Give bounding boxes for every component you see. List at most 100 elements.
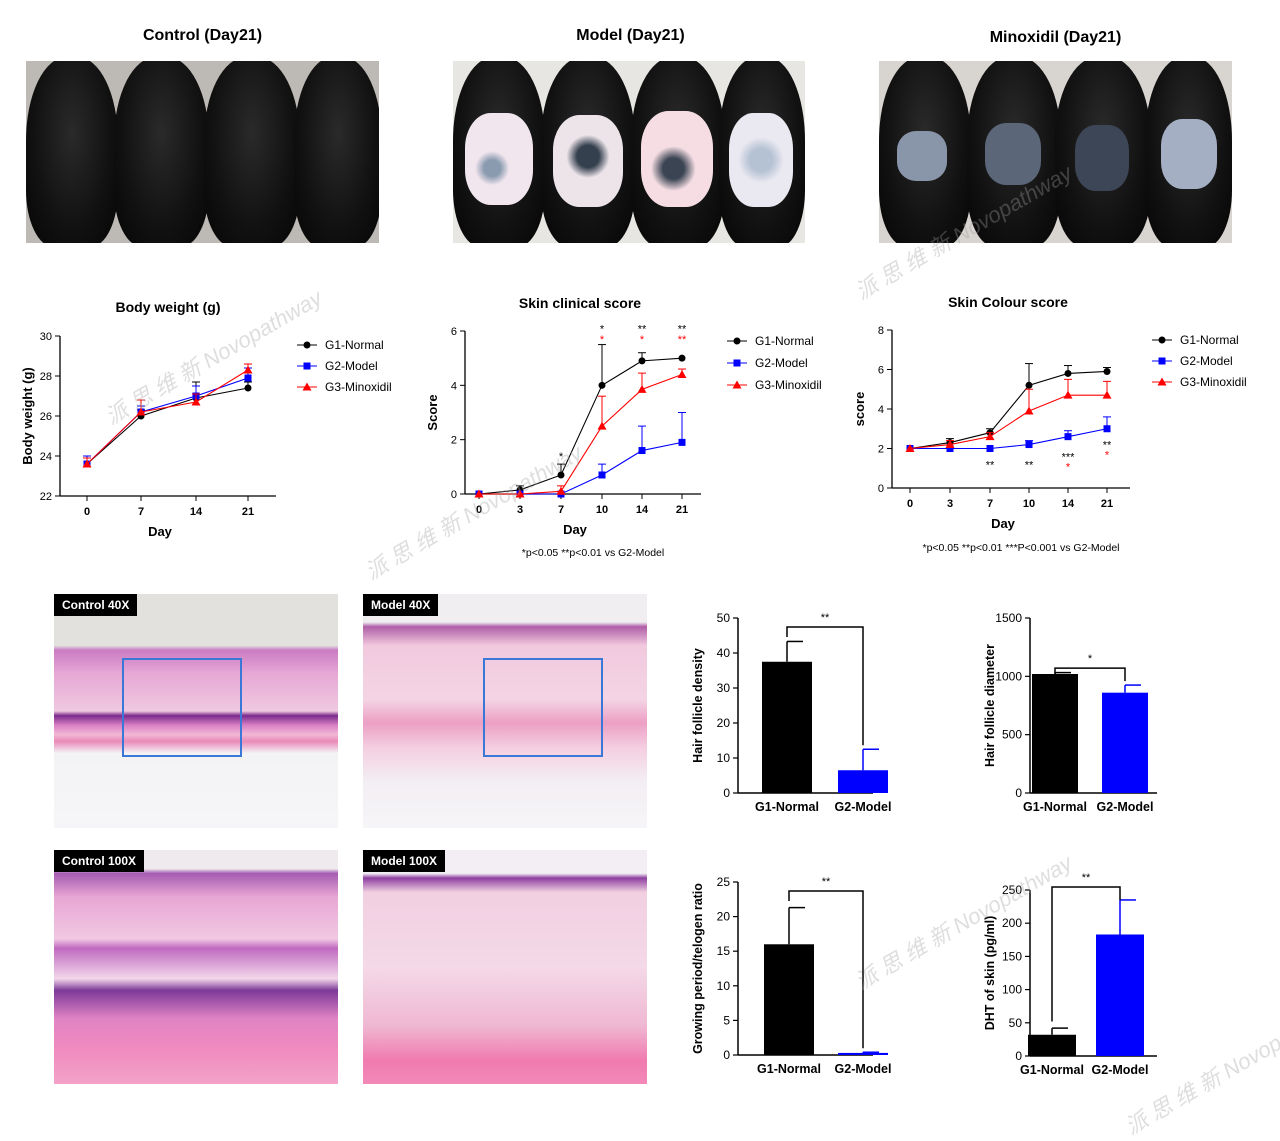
significance-mark: ** [1025, 459, 1034, 471]
histology-model-40x: Model 40X [363, 594, 647, 828]
chart-skin-clinical-score: Skin clinical score 0 2 4 6 0 3 7 10 14 21 Day Score… [425, 295, 822, 559]
legend-label: G1-Normal [325, 338, 384, 352]
data-point [677, 369, 687, 378]
legend-marker [303, 341, 311, 349]
x-tick-label: 14 [636, 504, 649, 516]
chart-hair-follicle-density: 0 10 20 30 40 50 Hair follicle density G1-Norma… [691, 611, 892, 814]
chart-growing-telogen-ratio: 0 5 10 15 20 25 Growing period/telogen ratio G1… [691, 875, 892, 1076]
y-tick-label: 20 [717, 910, 731, 924]
y-tick-label: 50 [1009, 1016, 1023, 1030]
x-tick-label: 7 [138, 506, 144, 518]
x-axis-label: Day [991, 516, 1016, 531]
legend-marker [733, 337, 741, 345]
x-tick-label: 0 [84, 506, 90, 518]
data-point [1025, 381, 1033, 389]
y-tick-label: 50 [717, 611, 731, 625]
data-point [1024, 406, 1034, 415]
x-tick-label: 14 [190, 506, 203, 518]
data-point [515, 489, 525, 498]
x-tick-label: G2-Model [835, 1062, 892, 1076]
legend-marker [1157, 377, 1167, 386]
bar [762, 661, 812, 793]
y-tick-label: 5 [723, 1013, 730, 1027]
histology-model-100x: Model 100X [363, 850, 647, 1084]
y-tick-label: 25 [717, 875, 731, 889]
data-point [557, 471, 565, 479]
y-tick-label: 24 [40, 451, 52, 463]
y-tick-label: 250 [1002, 883, 1022, 897]
legend-marker [303, 362, 311, 370]
x-tick-label: G2-Model [835, 800, 892, 814]
x-tick-label: G2-Model [1097, 800, 1154, 814]
histology-control-40x: Control 40X [54, 594, 338, 828]
y-axis-label: Hair follicle diameter [983, 644, 997, 767]
significance-mark: * [600, 323, 605, 335]
y-tick-label: 22 [40, 491, 52, 503]
y-tick-label: 20 [717, 716, 731, 730]
x-tick-label: 0 [476, 504, 482, 516]
footnote: *p<0.05 **p<0.01 ***P<0.001 vs G2-Model [922, 542, 1119, 554]
photo-model [453, 61, 805, 243]
x-tick-label: G2-Model [1092, 1063, 1149, 1077]
y-tick-label: 10 [717, 979, 731, 993]
significance-bracket [788, 890, 864, 1049]
y-tick-label: 0 [723, 786, 730, 800]
y-tick-label: 15 [717, 944, 731, 958]
photo-control [26, 61, 379, 243]
y-tick-label: 150 [1002, 949, 1022, 963]
y-axis-label: Hair follicle density [691, 648, 705, 763]
legend-label: G2-Model [325, 359, 378, 373]
chart-title: Body weight (g) [116, 299, 221, 315]
legend-label: G2-Model [1180, 354, 1233, 368]
x-tick-label: 10 [1023, 498, 1035, 510]
significance-mark: ** [822, 876, 831, 888]
data-point [1064, 433, 1072, 441]
significance-mark: * [1088, 653, 1093, 665]
data-point [598, 471, 606, 479]
data-point [597, 421, 607, 430]
data-point [474, 489, 484, 498]
data-point [1103, 367, 1111, 375]
data-point [985, 432, 995, 441]
bar [838, 770, 888, 793]
series-line [86, 369, 249, 465]
chart-hair-follicle-diameter: 0 500 1000 1500 Hair follicle diameter G1-Nor… [983, 611, 1157, 814]
x-axis-label: Day [148, 524, 173, 539]
legend-marker [1158, 357, 1166, 365]
x-tick-label: 7 [558, 504, 564, 516]
bar [1102, 692, 1148, 793]
y-tick-label: 0 [1015, 1049, 1022, 1063]
bar [838, 1052, 888, 1055]
x-tick-label: G1-Normal [1023, 800, 1087, 814]
y-axis-label: Score [425, 394, 440, 430]
significance-mark: * [1105, 449, 1110, 461]
histology-label: Control 40X [54, 594, 138, 616]
y-tick-label: 28 [40, 371, 52, 383]
y-tick-label: 2 [451, 435, 457, 447]
y-tick-label: 6 [451, 326, 457, 338]
legend-label: G1-Normal [755, 334, 814, 348]
y-tick-label: 500 [1002, 728, 1022, 742]
bar [764, 944, 814, 1055]
series-line [479, 441, 683, 495]
significance-mark: ** [678, 334, 687, 346]
significance-mark: ** [821, 612, 830, 624]
data-point [638, 447, 646, 455]
histology-control-100x: Control 100X [54, 850, 338, 1084]
y-axis-label: score [852, 392, 867, 427]
watermark-en: Novopathway [1218, 995, 1280, 1084]
y-tick-label: 0 [1015, 786, 1022, 800]
significance-mark: * [1066, 461, 1071, 473]
x-tick-label: 3 [947, 498, 953, 510]
data-point [905, 444, 915, 452]
x-tick-label: 0 [907, 498, 913, 510]
data-point [1064, 369, 1072, 377]
chart-dht-of-skin: 0 50 100 150 200 250 DHT of skin (pg/ml) G1-Nor… [983, 872, 1157, 1077]
chart-skin-colour-score: Skin Colour score 0 2 4 6 8 0 3 7 10 14 21 Day score G… [852, 294, 1247, 554]
y-tick-label: 30 [40, 331, 52, 343]
y-tick-label: 30 [717, 681, 731, 695]
significance-mark: * [640, 334, 645, 346]
y-tick-label: 100 [1002, 983, 1022, 997]
data-point [1025, 441, 1033, 449]
legend-marker [733, 359, 741, 367]
